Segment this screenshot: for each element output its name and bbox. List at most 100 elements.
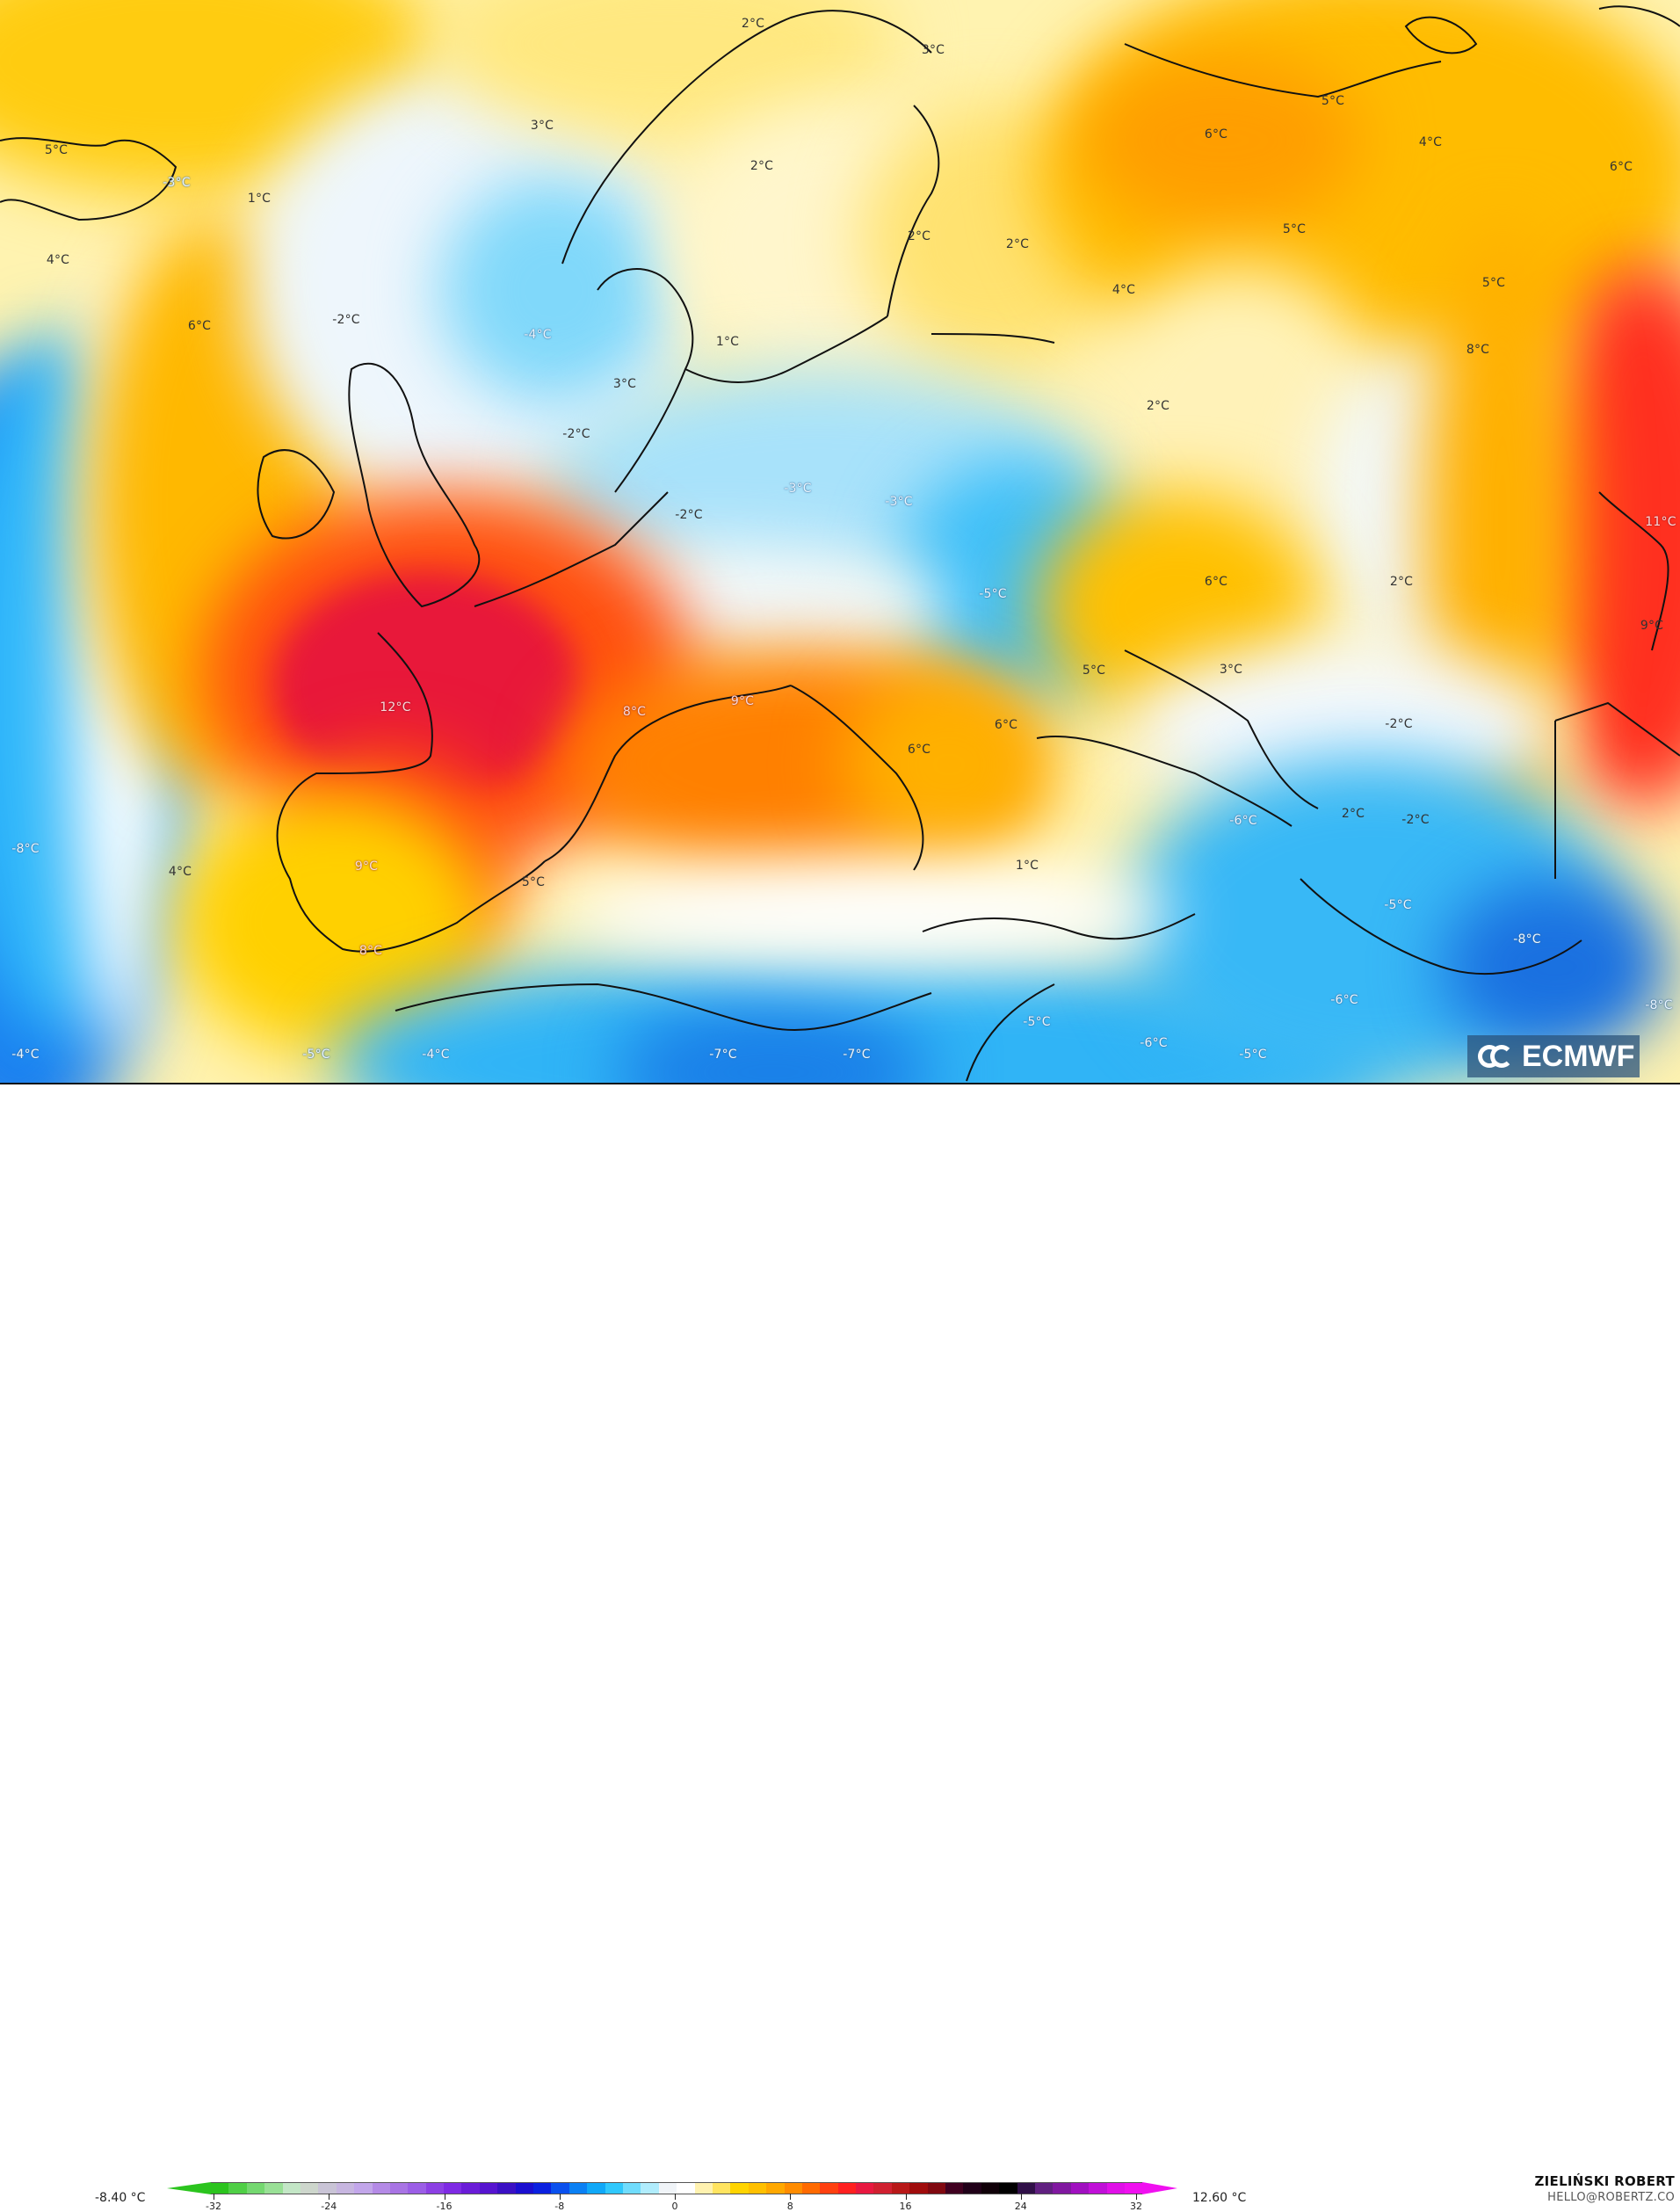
temperature-label: 2°C [749, 159, 774, 173]
colorbar-tick [905, 2194, 907, 2200]
temperature-label: 5°C [1082, 664, 1106, 678]
colorbar-segment [945, 2183, 964, 2194]
temperature-label: -8°C [11, 842, 40, 856]
temperature-label: 4°C [1112, 283, 1136, 297]
colorbar-segment [389, 2183, 409, 2194]
colorbar-segment [282, 2183, 301, 2194]
colorbar [167, 2182, 1177, 2194]
temperature-label: -4°C [422, 1048, 450, 1062]
temperature-label: 6°C [994, 718, 1018, 732]
temperature-label: -8°C [1645, 998, 1673, 1012]
ecmwf-logo-text: ECMWF [1522, 1039, 1635, 1073]
temperature-label: -4°C [524, 328, 552, 342]
colorbar-right-arrow [1142, 2182, 1177, 2194]
colorbar-segment [1070, 2183, 1090, 2194]
colorbar-segment [461, 2183, 480, 2194]
author-credit: ZIELIŃSKI ROBERT [1534, 2173, 1675, 2189]
colorbar-segment [784, 2183, 802, 2194]
colorbar-left-arrow [167, 2182, 211, 2194]
temperature-label: -5°C [302, 1048, 330, 1062]
temperature-label: -6°C [1229, 814, 1257, 828]
temperature-label: 12°C [380, 700, 411, 714]
colorbar-segment [641, 2183, 659, 2194]
colorbar-segment [605, 2183, 623, 2194]
temperature-label: 6°C [187, 319, 212, 333]
temperature-label: -3°C [163, 176, 191, 190]
temperature-label: 8°C [622, 705, 647, 719]
temperature-label: 2°C [741, 17, 765, 31]
temperature-label: 8°C [1466, 343, 1490, 357]
colorbar-segment [372, 2183, 390, 2194]
legend-footer: -8.40 °C -32 -24 -16 -8 0 8 16 24 32 12.60 °C ZI… [0, 1084, 1680, 2212]
colorbar-segment [211, 2183, 229, 2194]
colorbar-segment [658, 2183, 677, 2194]
ecmwf-logo-icon [1478, 1043, 1515, 1070]
temperature-anomaly-map: 2°C 3°C 5°C 6°C 4°C 6°C 5°C 5°C 8°C 4°C 2°C 2°C 2°C 3… [0, 0, 1680, 1084]
colorbar-segment [730, 2183, 749, 2194]
colorbar-segment [1089, 2183, 1107, 2194]
temperature-label: 6°C [1204, 127, 1228, 141]
temperature-label: 2°C [1005, 237, 1030, 251]
temperature-label: 6°C [1609, 160, 1633, 174]
colorbar-segment [999, 2183, 1017, 2194]
colorbar-segment [837, 2183, 857, 2194]
temperature-label: 2°C [1341, 807, 1365, 821]
colorbar-segment [1124, 2183, 1143, 2194]
colorbar-tick-label: -8 [554, 2201, 565, 2212]
colorbar-segment [856, 2183, 874, 2194]
colorbar-segment [246, 2183, 265, 2194]
temperature-label: -8°C [1513, 932, 1541, 946]
colorbar-tick-label: -24 [321, 2201, 337, 2212]
colorbar-segment [1034, 2183, 1054, 2194]
temperature-label: 2°C [1146, 399, 1170, 413]
colorbar-segment [444, 2183, 462, 2194]
colorbar-segment [801, 2183, 821, 2194]
temperature-label: 3°C [530, 119, 554, 133]
temperature-label: -3°C [885, 495, 913, 509]
colorbar-segment [1053, 2183, 1071, 2194]
colorbar-segment [712, 2183, 731, 2194]
temperature-label: 6°C [1204, 575, 1228, 589]
temperature-label: 3°C [921, 43, 945, 57]
temperature-label: 1°C [247, 192, 272, 206]
temperature-label: -6°C [1140, 1036, 1168, 1050]
colorbar-max-value: 12.60 °C [1192, 2191, 1247, 2205]
temperature-label: -2°C [1385, 717, 1413, 731]
colorbar-segment [1106, 2183, 1125, 2194]
temperature-label: 5°C [521, 875, 546, 889]
temperature-label: -2°C [1401, 813, 1430, 827]
colorbar-tick-label: -16 [436, 2201, 453, 2212]
colorbar-segment [264, 2183, 283, 2194]
coastline-layer [0, 5, 1680, 1082]
temperature-label: 1°C [715, 335, 740, 349]
temperature-label: 6°C [907, 743, 931, 757]
colorbar-segment [622, 2183, 641, 2194]
temperature-label: 5°C [1282, 222, 1307, 236]
temperature-label: -7°C [843, 1048, 871, 1062]
temperature-label: 5°C [1481, 276, 1506, 290]
colorbar-segment [228, 2183, 247, 2194]
colorbar-tick [675, 2194, 676, 2200]
colorbar-tick [1136, 2194, 1137, 2200]
temperature-label: -2°C [332, 313, 360, 327]
colorbar-segment [677, 2183, 695, 2194]
colorbar-segment [533, 2183, 552, 2194]
colorbar-tick-label: -32 [206, 2201, 221, 2212]
colorbar-tick-label: 8 [786, 2201, 793, 2212]
colorbar-segments [211, 2182, 1143, 2194]
temperature-label: -5°C [1384, 898, 1412, 912]
colorbar-segment [354, 2183, 373, 2194]
colorbar-tick [1020, 2194, 1022, 2200]
colorbar-segment [748, 2183, 767, 2194]
temperature-label: 3°C [612, 377, 637, 391]
colorbar-tick [559, 2194, 561, 2200]
colorbar-min-value: -8.40 °C [95, 2191, 146, 2205]
temperature-label: -2°C [675, 508, 703, 522]
temperature-label: 9°C [354, 859, 379, 874]
colorbar-segment [766, 2183, 785, 2194]
colorbar-segment [408, 2183, 426, 2194]
temperature-label: 9°C [1640, 619, 1664, 633]
colorbar-segment [927, 2183, 946, 2194]
ecmwf-logo: ECMWF [1467, 1035, 1640, 1077]
colorbar-tick-label: 32 [1130, 2201, 1142, 2212]
